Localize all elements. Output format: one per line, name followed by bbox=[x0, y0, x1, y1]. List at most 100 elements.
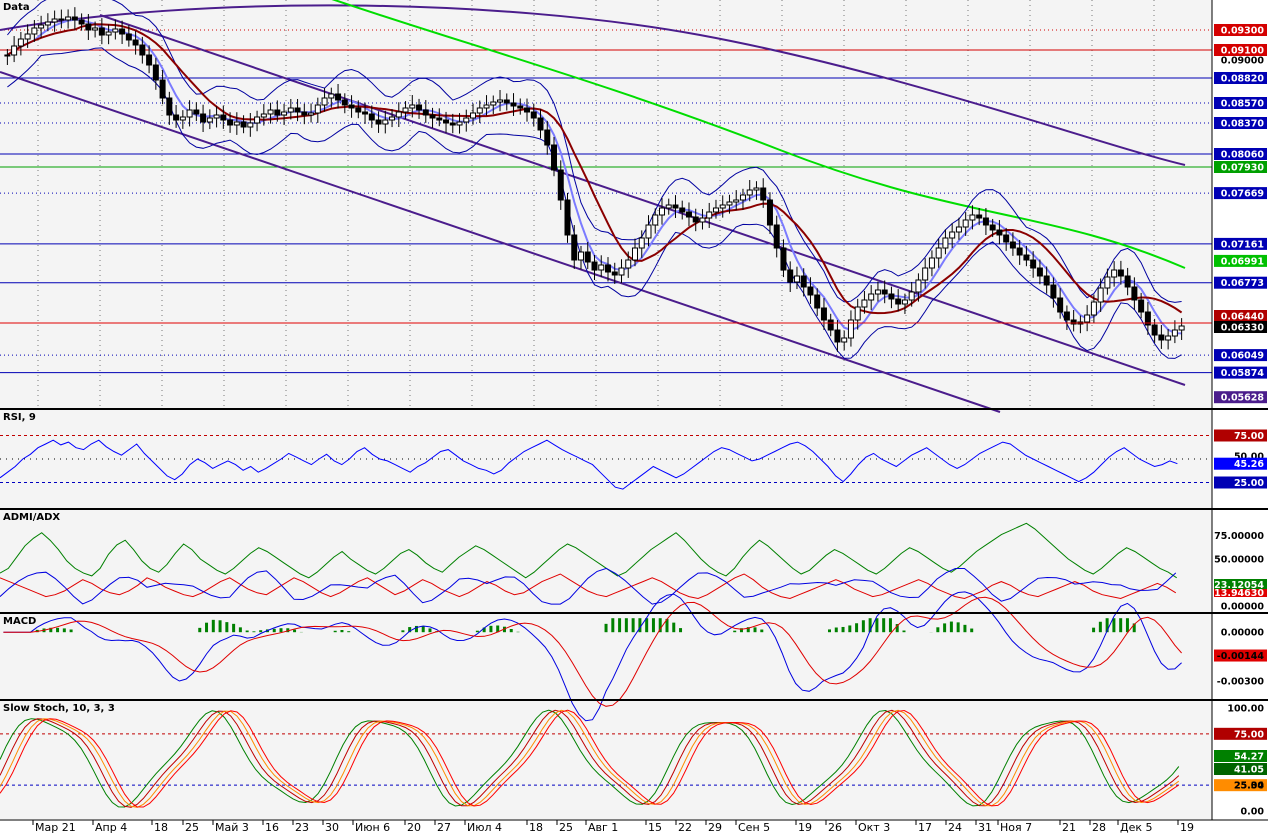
rsi-level-box bbox=[1214, 429, 1267, 442]
price-label-box bbox=[1214, 24, 1267, 36]
candle-body bbox=[146, 54, 153, 66]
candle-body bbox=[166, 97, 173, 116]
price-label: 0.07930 bbox=[1221, 163, 1265, 174]
candle-body bbox=[179, 116, 186, 121]
candle-body bbox=[1063, 311, 1070, 321]
stoch-slow-line bbox=[0, 709, 1180, 808]
candle-body bbox=[159, 79, 166, 99]
macd-axis-label: -0.00300 bbox=[1217, 676, 1265, 687]
candle-body bbox=[1171, 329, 1178, 337]
price-label: 0.06330 bbox=[1221, 323, 1265, 334]
candle-body bbox=[463, 117, 470, 123]
candle-body bbox=[274, 109, 281, 116]
candle-body bbox=[213, 114, 220, 119]
rsi-line bbox=[0, 439, 1178, 490]
candle-body bbox=[591, 261, 598, 271]
macd-title: MACD bbox=[3, 616, 36, 627]
channel-lower bbox=[0, 71, 1001, 413]
candle-body bbox=[1023, 254, 1030, 261]
candle-body bbox=[524, 107, 531, 113]
candle-body bbox=[31, 27, 38, 35]
candle-body bbox=[173, 114, 180, 121]
candle-body bbox=[1090, 301, 1097, 316]
candle-body bbox=[868, 293, 875, 301]
stoch-current-label: 25.34 bbox=[1234, 781, 1264, 792]
price-label: 0.05874 bbox=[1221, 368, 1265, 379]
candle-body bbox=[85, 23, 92, 31]
candle-body bbox=[193, 109, 200, 115]
stoch-signal-line bbox=[0, 709, 1180, 808]
candle-body bbox=[4, 54, 11, 57]
candle-body bbox=[719, 204, 726, 209]
candle-body bbox=[483, 104, 490, 109]
x-tick-label: Ноя 7 bbox=[1000, 821, 1032, 834]
candle-body bbox=[65, 16, 72, 21]
macd-panel: 0.00000 -0.00300 -0.00144 bbox=[3, 591, 1267, 722]
adx-axis-label: 50.00000 bbox=[1214, 555, 1264, 566]
candle-body bbox=[1009, 241, 1016, 249]
candle-body bbox=[915, 279, 922, 293]
candle-body bbox=[517, 105, 524, 109]
price-label: 0.06440 bbox=[1221, 312, 1265, 323]
stoch-d-line bbox=[0, 709, 1180, 808]
candle-body bbox=[341, 99, 348, 106]
candle-body bbox=[44, 21, 51, 26]
adx-current-box bbox=[1214, 579, 1267, 590]
candle-body bbox=[935, 247, 942, 259]
candle-body bbox=[1036, 267, 1043, 277]
candle-body bbox=[901, 299, 908, 305]
candle-body bbox=[699, 217, 706, 223]
candle-body bbox=[395, 111, 402, 118]
candle-body bbox=[220, 114, 227, 121]
candle-body bbox=[382, 119, 389, 125]
candle-body bbox=[1144, 311, 1151, 326]
x-tick-label: 28 bbox=[1092, 821, 1106, 834]
candle-body bbox=[314, 104, 321, 114]
ma-long-line bbox=[331, 0, 1186, 269]
stoch-axis-label: 100.00 bbox=[1227, 704, 1264, 715]
candle-body bbox=[348, 104, 355, 109]
adx-current-label: 23.12054 bbox=[1214, 580, 1264, 591]
channel-upper bbox=[0, 4, 1186, 166]
candle-body bbox=[766, 199, 773, 226]
rsi-level-label: 75.00 bbox=[1234, 431, 1264, 442]
candle-body bbox=[429, 114, 436, 119]
x-tick-label: 21 bbox=[1062, 821, 1076, 834]
x-tick-label: 15 bbox=[648, 821, 662, 834]
candle-body bbox=[598, 264, 605, 271]
candle-body bbox=[800, 275, 807, 288]
candle-body bbox=[206, 117, 213, 123]
candle-body bbox=[712, 207, 719, 213]
x-tick-label: 18 bbox=[529, 821, 543, 834]
candle-body bbox=[976, 214, 983, 219]
candle-body bbox=[847, 319, 854, 339]
candle-body bbox=[888, 293, 895, 300]
price-label: 0.05628 bbox=[1221, 393, 1265, 404]
stoch-level-box bbox=[1214, 727, 1267, 740]
price-label-box bbox=[1214, 366, 1267, 379]
stoch-current-box bbox=[1214, 763, 1267, 775]
candle-body bbox=[827, 319, 834, 331]
candle-body bbox=[456, 121, 463, 126]
x-tick-label: Май 3 bbox=[215, 821, 249, 834]
candle-body bbox=[105, 31, 112, 36]
candle-body bbox=[706, 211, 713, 219]
x-tick-label: 22 bbox=[678, 821, 692, 834]
price-label-box bbox=[1214, 72, 1267, 84]
candle-body bbox=[1131, 286, 1138, 301]
x-tick-label: Окт 3 bbox=[858, 821, 890, 834]
price-label: 0.09100 bbox=[1221, 46, 1265, 57]
candle-body bbox=[584, 251, 591, 263]
candle-body bbox=[186, 109, 193, 118]
candle-body bbox=[443, 119, 450, 124]
candle-body bbox=[308, 112, 315, 116]
price-label-box bbox=[1214, 161, 1267, 173]
x-tick-label: 19 bbox=[798, 821, 812, 834]
stoch-level-box bbox=[1214, 779, 1267, 792]
x-tick-label: Сен 5 bbox=[738, 821, 770, 834]
candle-body bbox=[1151, 324, 1158, 336]
ma-fast-line bbox=[6, 23, 1183, 315]
stoch-title: Slow Stoch, 10, 3, 3 bbox=[3, 703, 115, 714]
price-label: 0.08370 bbox=[1221, 119, 1265, 130]
